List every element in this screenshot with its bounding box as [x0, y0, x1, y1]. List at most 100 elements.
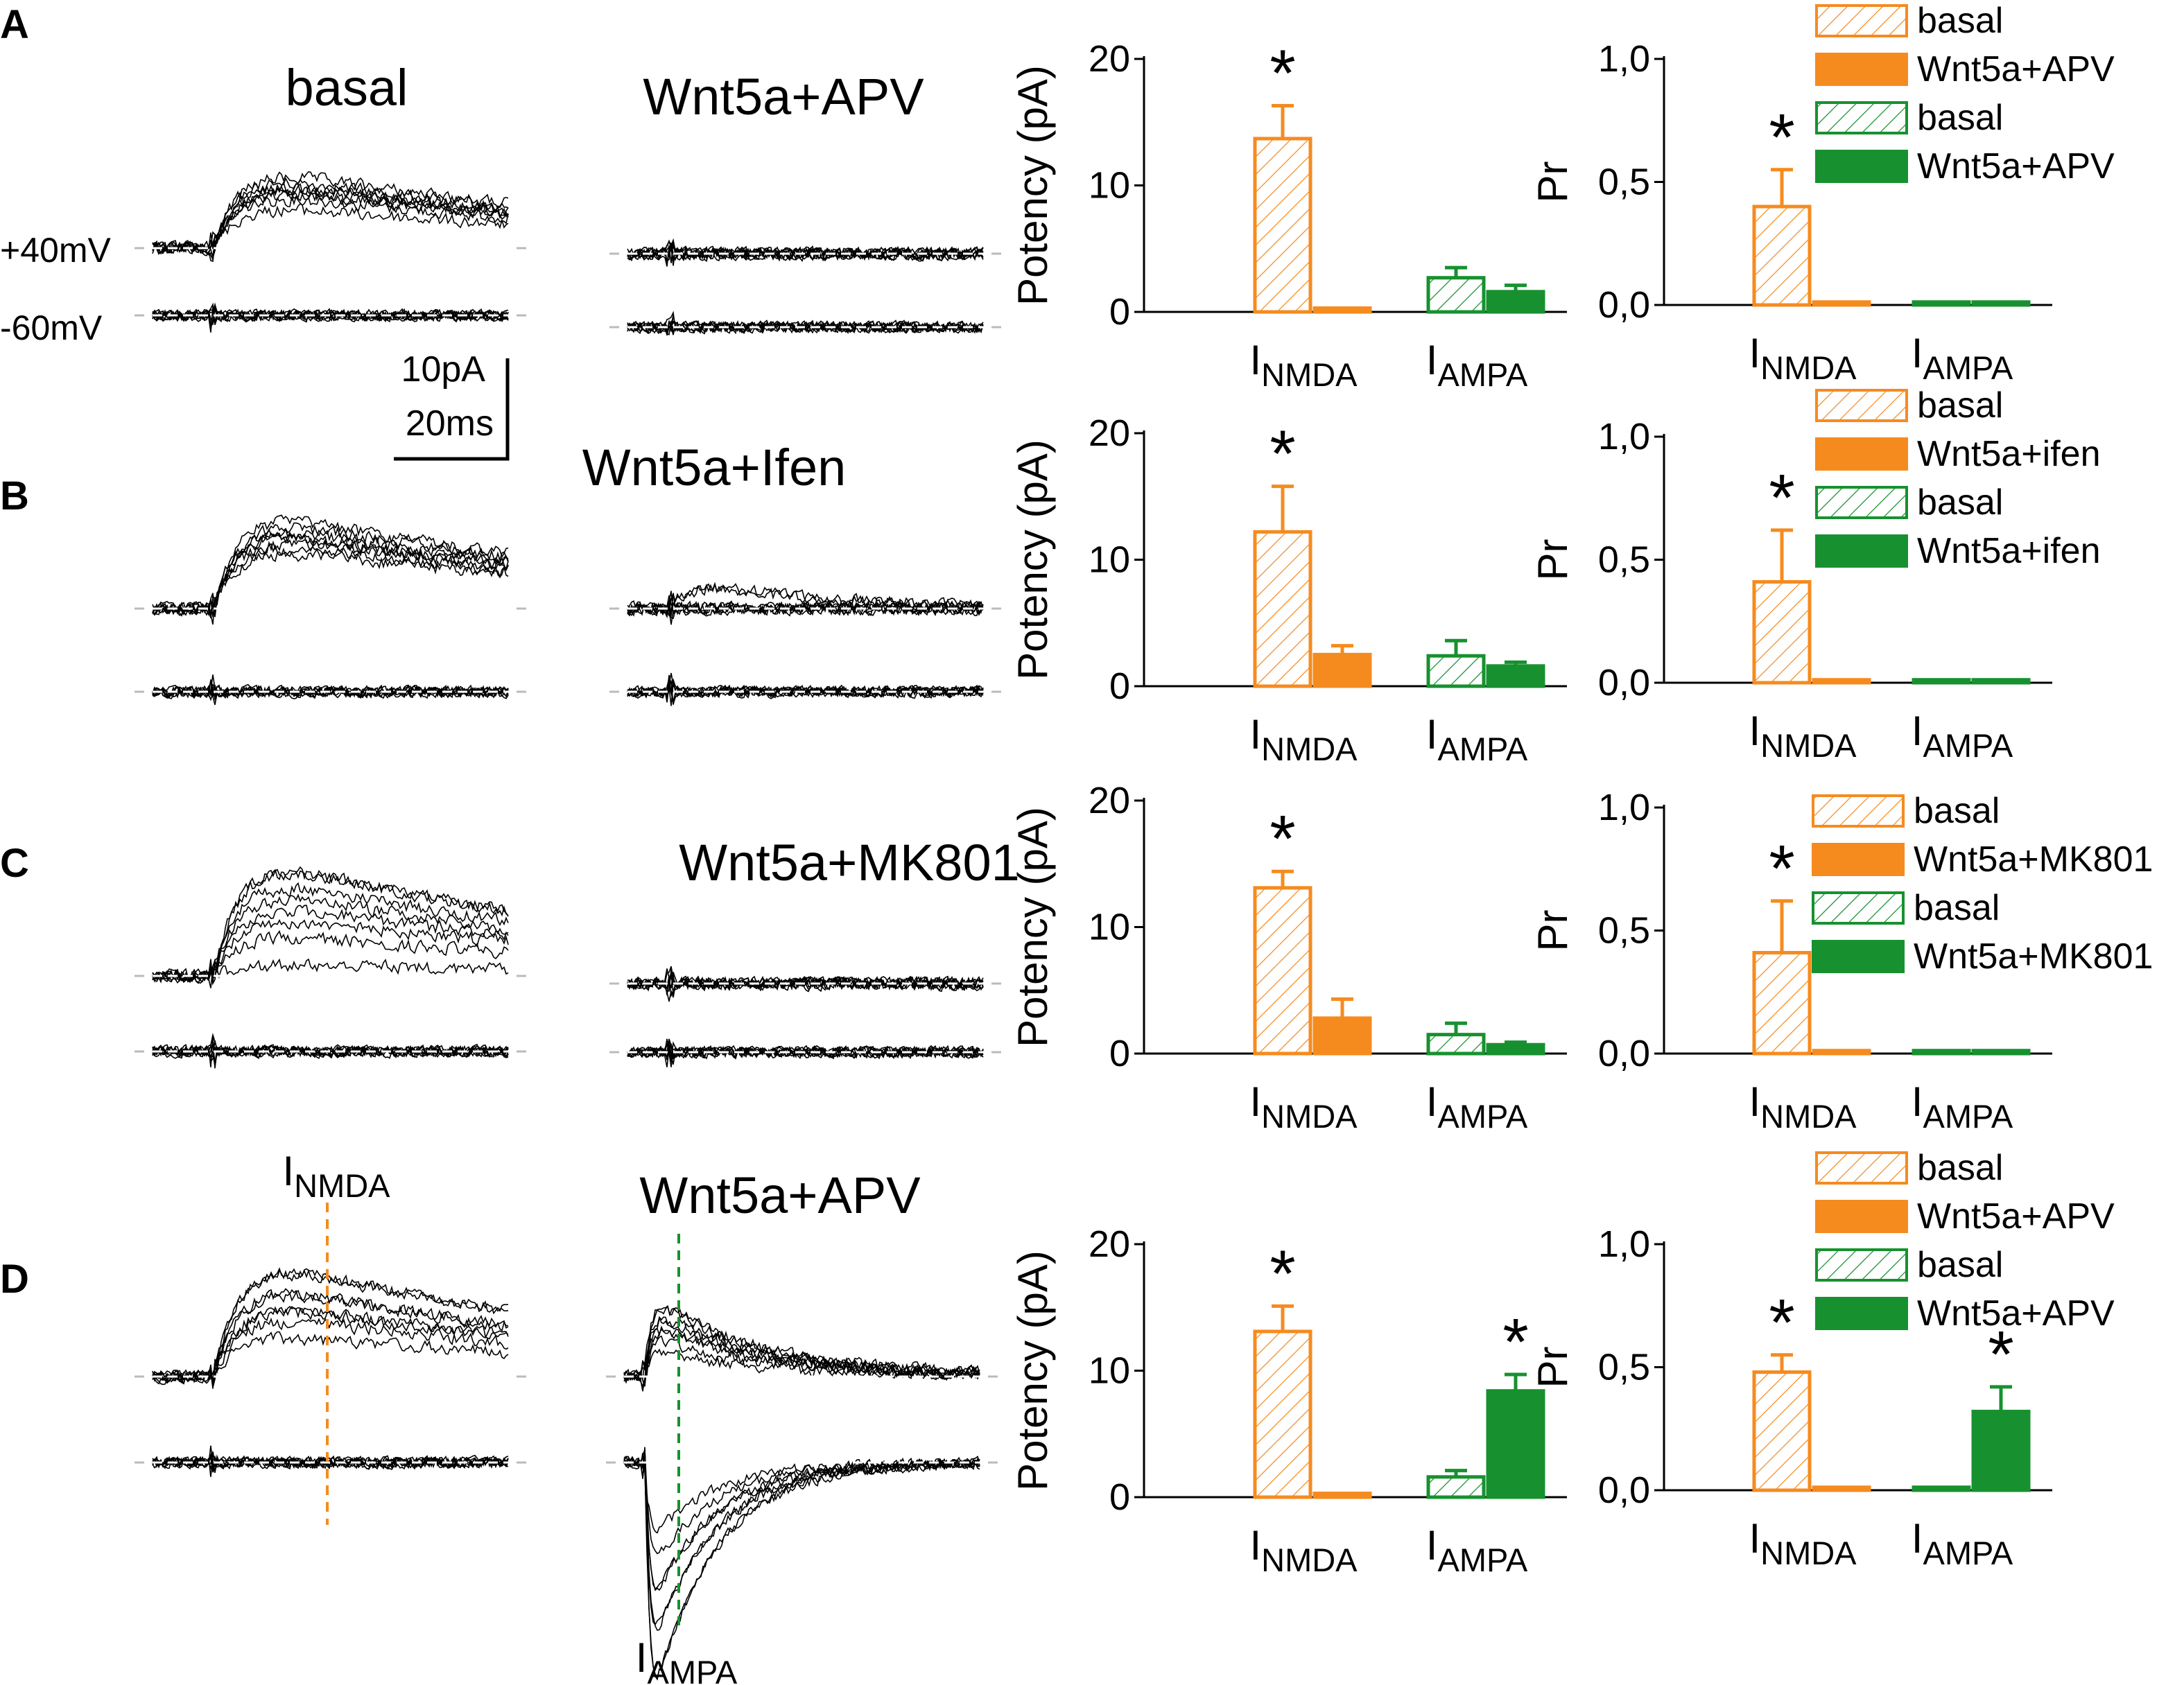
x-group-label: INMDA: [1749, 708, 1857, 764]
x-group-label: INMDA: [1249, 1079, 1358, 1135]
bar: [1312, 652, 1372, 688]
legend-swatch: [1812, 843, 1905, 876]
current-trace: [623, 1348, 980, 1381]
significance-marker: *: [1769, 832, 1794, 906]
legend-label: basal: [1917, 482, 2003, 523]
charts-layer: 0 10 20 Potency (pA) INMDA IAMPA * 0,0 0,5 1,0 Pr I…: [1009, 1, 2153, 1578]
legend-label: basal: [1917, 1245, 2003, 1285]
legend-label: basal: [1914, 791, 2000, 831]
legend-swatch: [1815, 4, 1908, 37]
y-axis-label: Potency (pA): [1009, 1250, 1056, 1491]
legend-swatch: [1812, 940, 1905, 973]
current-trace: [623, 1328, 980, 1381]
bar: [1912, 1049, 1971, 1056]
y-tick-label: 10: [1089, 907, 1130, 948]
significance-marker: *: [1988, 1318, 2013, 1392]
significance-marker: *: [1502, 1305, 1528, 1379]
panel-label: B: [0, 473, 29, 518]
x-group-label: INMDA: [1749, 1515, 1857, 1571]
panel-label: A: [0, 2, 29, 47]
trace-title: basal: [286, 59, 408, 116]
bar: [1752, 950, 1812, 1056]
current-trace: [627, 582, 984, 619]
trace-title: Wnt5a+APV: [643, 68, 924, 125]
significance-marker: *: [1269, 417, 1295, 491]
bar: [1971, 1409, 2031, 1492]
y-axis-label: Pr: [1529, 1347, 1576, 1388]
current-trace: [623, 1304, 980, 1381]
trace-right-positive: [609, 966, 1001, 1002]
trace-right-negative: [606, 1447, 998, 1681]
y-tick-label: 0,5: [1598, 1347, 1650, 1388]
bar: [1426, 1475, 1486, 1499]
x-group-label: INMDA: [1249, 337, 1358, 393]
x-group-label: IAMPA: [1912, 708, 2013, 764]
x-group-label: IAMPA: [1426, 337, 1528, 393]
trace-left-negative: [135, 1033, 526, 1069]
x-group-label: IAMPA: [1426, 711, 1528, 767]
y-tick-label: 1,0: [1598, 416, 1650, 457]
bar: [1486, 290, 1545, 314]
y-tick-label: 0,5: [1598, 910, 1650, 952]
bar: [1426, 1033, 1486, 1056]
legend-label: Wnt5a+ifen: [1917, 531, 2101, 571]
bar: [1912, 1485, 1971, 1492]
bar: [1971, 300, 2031, 307]
bar: [1752, 1370, 1812, 1492]
bar: [1752, 579, 1812, 685]
y-tick-label: 0: [1109, 291, 1130, 333]
legend-swatch: [1815, 1297, 1908, 1330]
bar: [1812, 678, 1871, 685]
legend-label: Wnt5a+APV: [1917, 1293, 2115, 1334]
bar: [1912, 678, 1971, 685]
legend-swatch: [1815, 534, 1908, 568]
current-trace: [623, 1457, 980, 1626]
legend-label: Wnt5a+MK801: [1914, 839, 2153, 880]
legend-swatch: [1812, 794, 1905, 828]
trace-left-negative: [135, 1445, 526, 1477]
y-axis-label: Pr: [1529, 910, 1576, 952]
y-axis-label: Potency (pA): [1009, 807, 1056, 1047]
trace-left-positive: [135, 171, 526, 262]
y-tick-label: 20: [1089, 780, 1130, 821]
panel-label: C: [0, 841, 29, 886]
current-trace: [152, 533, 509, 618]
legend-swatch: [1815, 389, 1908, 422]
current-trace: [623, 1305, 980, 1384]
bar: [1253, 1329, 1312, 1499]
current-trace: [152, 189, 509, 256]
significance-marker: *: [1269, 1237, 1295, 1311]
y-tick-label: 0,0: [1598, 662, 1650, 704]
trace-right-positive: [606, 1304, 998, 1392]
bar: [1486, 1042, 1545, 1056]
trace-right-negative: [609, 311, 1001, 335]
bar: [1312, 1492, 1372, 1499]
bar: [1312, 1016, 1372, 1056]
significance-marker: *: [1269, 37, 1295, 111]
bar: [1752, 204, 1812, 307]
current-trace: [627, 972, 984, 993]
current-trace: [152, 308, 509, 324]
current-trace: [152, 181, 509, 254]
legend-swatch: [1815, 1248, 1908, 1282]
bar: [1426, 276, 1486, 314]
current-trace: [152, 171, 509, 253]
bar: [1312, 306, 1372, 314]
trace-left-positive: [135, 866, 526, 988]
voltage-label: -60mV: [0, 308, 103, 347]
bar-chart-C-pr: 0,0 0,5 1,0 Pr INMDA IAMPA * basal Wnt5a+MK801 ba…: [1529, 787, 2153, 1135]
x-group-label: INMDA: [1249, 1522, 1358, 1578]
y-tick-label: 0,0: [1598, 1033, 1650, 1074]
bar-chart-B-potency: 0 10 20 Potency (pA) INMDA IAMPA *: [1009, 412, 1567, 767]
panel-label: D: [0, 1257, 29, 1302]
y-tick-label: 10: [1089, 539, 1130, 581]
bar: [1971, 1049, 2031, 1056]
significance-marker: *: [1769, 461, 1794, 535]
significance-marker: *: [1769, 101, 1794, 175]
current-trace: [152, 868, 509, 981]
scale-bar-time-label: 20ms: [406, 403, 494, 444]
current-trace: [152, 547, 509, 625]
voltage-label: +40mV: [0, 231, 111, 270]
